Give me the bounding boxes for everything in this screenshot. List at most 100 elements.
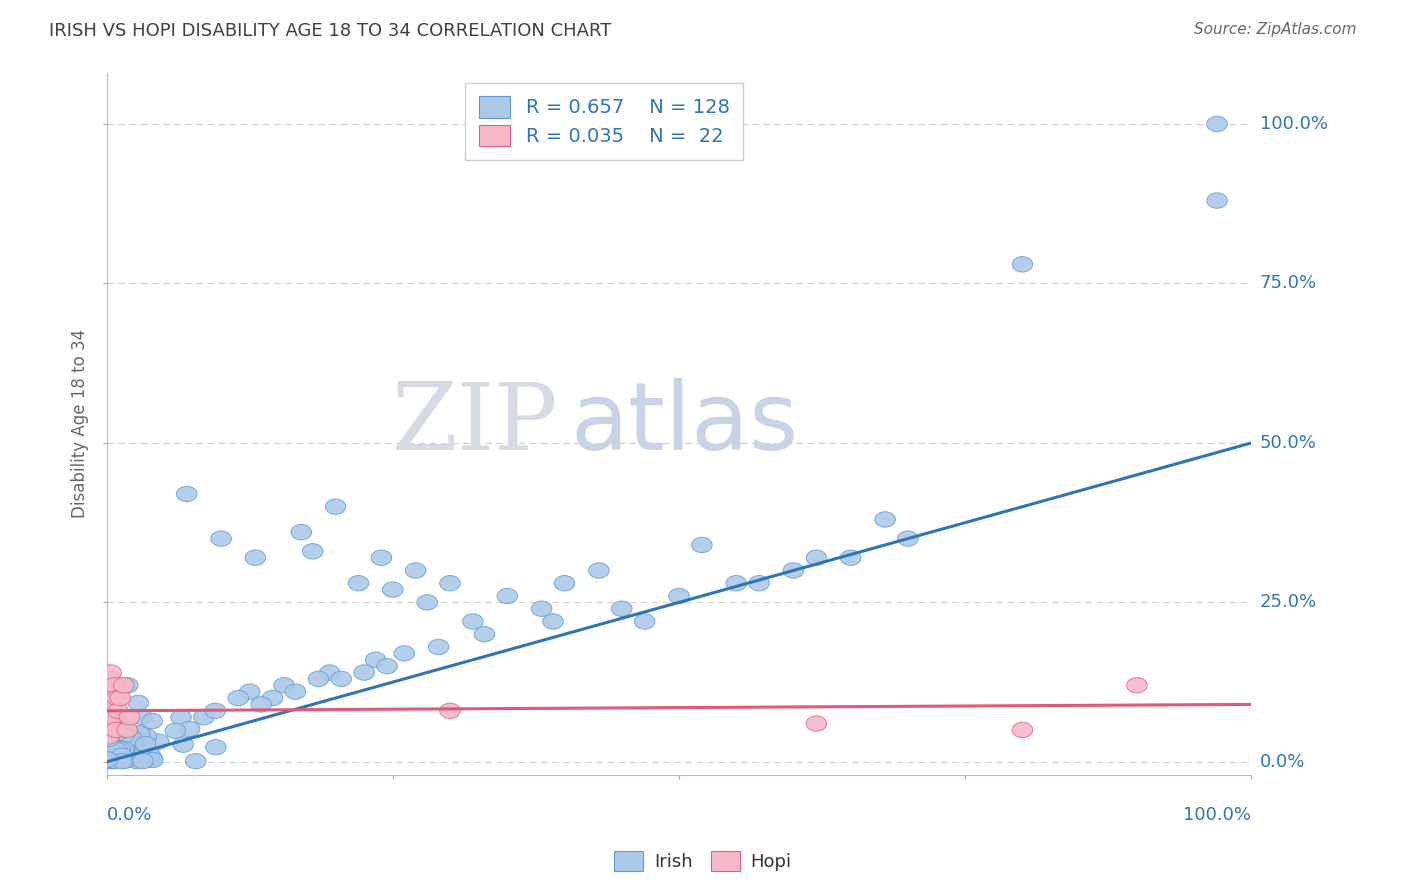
Ellipse shape bbox=[725, 575, 747, 591]
Ellipse shape bbox=[377, 658, 398, 673]
Ellipse shape bbox=[107, 690, 127, 706]
Ellipse shape bbox=[440, 703, 460, 719]
Ellipse shape bbox=[129, 744, 149, 760]
Ellipse shape bbox=[98, 678, 120, 693]
Ellipse shape bbox=[101, 703, 121, 719]
Ellipse shape bbox=[103, 751, 124, 766]
Ellipse shape bbox=[1206, 193, 1227, 208]
Ellipse shape bbox=[429, 640, 449, 655]
Ellipse shape bbox=[115, 743, 135, 758]
Ellipse shape bbox=[285, 684, 305, 699]
Ellipse shape bbox=[121, 737, 141, 752]
Ellipse shape bbox=[291, 524, 312, 540]
Ellipse shape bbox=[1012, 257, 1033, 272]
Ellipse shape bbox=[110, 690, 131, 706]
Ellipse shape bbox=[274, 678, 294, 693]
Ellipse shape bbox=[107, 744, 128, 760]
Y-axis label: Disability Age 18 to 34: Disability Age 18 to 34 bbox=[72, 329, 89, 518]
Ellipse shape bbox=[108, 751, 129, 766]
Ellipse shape bbox=[405, 563, 426, 578]
Ellipse shape bbox=[589, 563, 609, 578]
Ellipse shape bbox=[135, 736, 156, 752]
Ellipse shape bbox=[128, 695, 149, 711]
Ellipse shape bbox=[100, 671, 121, 687]
Text: IRISH VS HOPI DISABILITY AGE 18 TO 34 CORRELATION CHART: IRISH VS HOPI DISABILITY AGE 18 TO 34 CO… bbox=[49, 22, 612, 40]
Ellipse shape bbox=[308, 671, 329, 687]
Ellipse shape bbox=[127, 754, 148, 769]
Ellipse shape bbox=[97, 750, 118, 765]
Ellipse shape bbox=[132, 747, 153, 762]
Ellipse shape bbox=[176, 486, 197, 501]
Ellipse shape bbox=[205, 703, 225, 719]
Ellipse shape bbox=[115, 749, 135, 764]
Ellipse shape bbox=[112, 742, 132, 757]
Ellipse shape bbox=[531, 601, 553, 616]
Ellipse shape bbox=[103, 709, 122, 725]
Ellipse shape bbox=[100, 747, 121, 763]
Ellipse shape bbox=[98, 731, 120, 747]
Ellipse shape bbox=[100, 715, 121, 731]
Ellipse shape bbox=[108, 703, 128, 719]
Ellipse shape bbox=[136, 729, 156, 744]
Ellipse shape bbox=[366, 652, 385, 667]
Ellipse shape bbox=[120, 709, 139, 725]
Ellipse shape bbox=[98, 729, 120, 744]
Ellipse shape bbox=[325, 499, 346, 515]
Ellipse shape bbox=[211, 531, 232, 546]
Legend: Irish, Hopi: Irish, Hopi bbox=[607, 844, 799, 879]
Ellipse shape bbox=[139, 751, 160, 767]
Ellipse shape bbox=[134, 745, 153, 761]
Ellipse shape bbox=[132, 754, 153, 769]
Ellipse shape bbox=[98, 739, 120, 755]
Ellipse shape bbox=[103, 684, 122, 699]
Ellipse shape bbox=[118, 678, 138, 693]
Ellipse shape bbox=[1012, 723, 1033, 738]
Ellipse shape bbox=[669, 588, 689, 604]
Legend: R = 0.657    N = 128, R = 0.035    N =  22: R = 0.657 N = 128, R = 0.035 N = 22 bbox=[465, 83, 744, 160]
Text: 75.0%: 75.0% bbox=[1260, 275, 1317, 293]
Ellipse shape bbox=[114, 728, 135, 743]
Ellipse shape bbox=[110, 741, 131, 757]
Ellipse shape bbox=[245, 550, 266, 566]
Ellipse shape bbox=[139, 747, 160, 763]
Ellipse shape bbox=[110, 748, 131, 764]
Ellipse shape bbox=[149, 734, 169, 749]
Ellipse shape bbox=[108, 746, 129, 761]
Ellipse shape bbox=[783, 563, 804, 578]
Ellipse shape bbox=[101, 738, 121, 753]
Ellipse shape bbox=[129, 726, 150, 741]
Ellipse shape bbox=[107, 751, 128, 766]
Ellipse shape bbox=[114, 750, 134, 765]
Ellipse shape bbox=[371, 550, 392, 566]
Ellipse shape bbox=[112, 727, 134, 743]
Ellipse shape bbox=[110, 745, 129, 760]
Ellipse shape bbox=[114, 741, 134, 756]
Ellipse shape bbox=[98, 739, 120, 756]
Ellipse shape bbox=[173, 737, 194, 752]
Ellipse shape bbox=[543, 614, 564, 629]
Ellipse shape bbox=[180, 722, 200, 737]
Ellipse shape bbox=[104, 678, 125, 693]
Ellipse shape bbox=[98, 713, 118, 728]
Ellipse shape bbox=[354, 665, 374, 681]
Ellipse shape bbox=[122, 731, 142, 746]
Ellipse shape bbox=[135, 752, 156, 767]
Ellipse shape bbox=[112, 754, 132, 769]
Ellipse shape bbox=[101, 742, 122, 757]
Ellipse shape bbox=[349, 575, 368, 591]
Ellipse shape bbox=[302, 543, 323, 559]
Ellipse shape bbox=[107, 742, 127, 758]
Ellipse shape bbox=[98, 753, 120, 768]
Ellipse shape bbox=[806, 715, 827, 731]
Ellipse shape bbox=[117, 727, 136, 742]
Ellipse shape bbox=[186, 754, 205, 769]
Ellipse shape bbox=[205, 739, 226, 755]
Ellipse shape bbox=[115, 753, 136, 768]
Ellipse shape bbox=[104, 722, 125, 738]
Ellipse shape bbox=[554, 575, 575, 591]
Ellipse shape bbox=[474, 626, 495, 642]
Ellipse shape bbox=[110, 716, 131, 731]
Ellipse shape bbox=[142, 751, 163, 766]
Ellipse shape bbox=[496, 588, 517, 604]
Ellipse shape bbox=[463, 614, 484, 629]
